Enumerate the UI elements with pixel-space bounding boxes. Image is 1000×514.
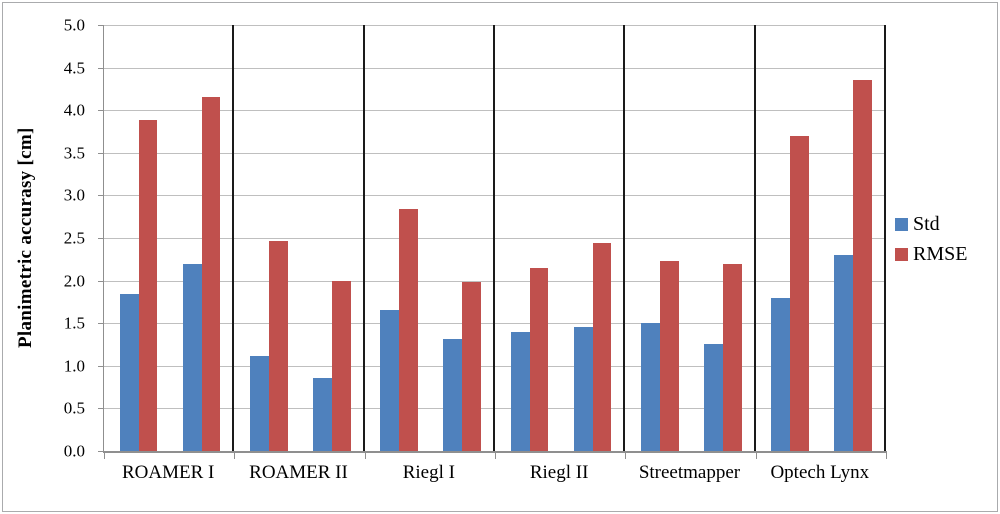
- y-axis-tick: [98, 323, 104, 325]
- bar-rmse: [138, 120, 158, 451]
- y-axis-tick-label: 3.0: [63, 185, 85, 205]
- y-axis-tick-label: 0.5: [63, 398, 85, 418]
- bar-rmse: [399, 209, 418, 451]
- bar-std: [313, 377, 332, 451]
- category-label: Optech Lynx: [770, 462, 870, 483]
- y-axis-tick-label: 2.0: [63, 271, 85, 291]
- bar-std: [443, 338, 463, 451]
- category-panel: [495, 25, 626, 451]
- legend: Std RMSE: [895, 213, 967, 266]
- x-axis-tick: [625, 451, 627, 459]
- gridline: [104, 67, 886, 69]
- gridline: [104, 323, 886, 325]
- category-label: Streetmapper: [638, 462, 741, 483]
- gridline: [104, 280, 886, 282]
- plot-area: [98, 25, 887, 459]
- bar-std: [119, 294, 139, 451]
- bar-rmse: [268, 240, 288, 451]
- legend-item-std: Std: [895, 213, 967, 236]
- bar-std: [182, 263, 202, 451]
- y-axis-tick-label: 2.5: [63, 228, 85, 248]
- category-panel: [756, 25, 886, 451]
- bar-std: [834, 255, 854, 451]
- category-panel: [625, 25, 756, 451]
- y-axis-tick-label: 4.0: [63, 100, 85, 120]
- legend-label: RMSE: [913, 243, 968, 265]
- y-axis-tick: [98, 195, 104, 197]
- x-axis-tick: [755, 451, 757, 459]
- category-label: Riegl II: [529, 462, 589, 483]
- x-axis-tick: [886, 451, 887, 459]
- gridline: [104, 238, 886, 239]
- y-axis-tick-label: 1.0: [63, 356, 85, 376]
- y-axis-tick-label: 4.5: [63, 58, 85, 78]
- legend-item-rmse: RMSE: [895, 243, 967, 266]
- bar-std: [573, 326, 593, 451]
- y-axis-tick-label: 1.5: [63, 313, 85, 333]
- bar-rmse: [462, 282, 481, 451]
- y-axis-tick: [98, 110, 104, 112]
- y-axis-tick-label: 3.5: [63, 143, 85, 163]
- y-axis-tick-label: 0.0: [63, 441, 85, 461]
- category-label: ROAMER I: [121, 462, 215, 483]
- category-panel: [234, 25, 365, 451]
- y-axis-tick: [98, 152, 104, 154]
- bar-rmse: [790, 135, 809, 451]
- gridline: [104, 365, 886, 367]
- gridline: [104, 152, 886, 154]
- category-row: [104, 25, 886, 451]
- bar-rmse: [722, 263, 742, 451]
- bar-rmse: [201, 96, 221, 451]
- y-axis-tick: [98, 280, 104, 282]
- y-axis-tick: [98, 365, 104, 367]
- legend-swatch-rmse-icon: [895, 248, 908, 261]
- bar-rmse: [331, 280, 351, 451]
- x-axis-tick: [104, 451, 105, 459]
- gridline: [104, 110, 886, 112]
- x-axis-category-labels: ROAMER I ROAMER II Riegl I Riegl II Streetma…: [103, 462, 885, 484]
- bar-std: [250, 355, 269, 451]
- bar-std: [510, 331, 530, 451]
- bar-std: [771, 297, 791, 451]
- y-axis-tick: [98, 67, 104, 69]
- bar-rmse: [659, 261, 679, 451]
- y-axis-tick-labels: 0.0 0.5 1.0 1.5 2.0 2.5 3.0 3.5 4.0 4.5 5.0: [0, 17, 95, 460]
- x-axis-tick: [495, 451, 496, 459]
- y-axis-tick: [98, 408, 104, 410]
- gridline: [104, 408, 886, 410]
- legend-swatch-std-icon: [895, 218, 908, 231]
- bar-std: [704, 343, 723, 451]
- bar-std: [641, 323, 660, 451]
- category-panel: [365, 25, 495, 451]
- y-axis-tick: [98, 238, 104, 239]
- x-axis-tick: [234, 451, 236, 459]
- bar-rmse: [592, 243, 612, 451]
- y-axis-tick: [98, 25, 104, 26]
- legend-label: Std: [913, 213, 940, 235]
- x-axis-tick: [364, 451, 366, 459]
- category-label: ROAMER II: [249, 462, 348, 483]
- category-label: Riegl I: [402, 462, 455, 483]
- category-panel: [104, 25, 235, 451]
- gridline: [104, 25, 886, 26]
- bar-std: [380, 309, 400, 451]
- y-axis-tick-label: 5.0: [63, 15, 85, 35]
- y-axis-tick: [98, 451, 104, 452]
- gridline: [104, 195, 886, 197]
- bar-rmse: [853, 80, 872, 451]
- bar-rmse: [529, 267, 549, 451]
